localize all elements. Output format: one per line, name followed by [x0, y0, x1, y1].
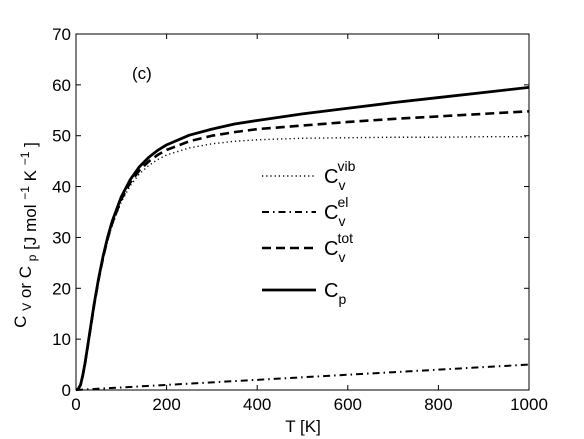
y-tick-label: 40: [52, 178, 71, 197]
legend-label-base: C: [324, 166, 338, 188]
y-axis-label-c2: C: [16, 266, 35, 278]
legend-label-sub: v: [338, 177, 345, 193]
y-tick-label: 50: [52, 127, 71, 146]
y-axis-label-c1: C: [11, 316, 30, 328]
legend-label-base: C: [324, 202, 338, 224]
y-axis-label-p-sub: p: [25, 254, 39, 261]
x-tick-label: 600: [334, 395, 362, 414]
legend-label-vib: Cv vib: [324, 158, 356, 193]
y-axis-label-k: K: [21, 169, 40, 181]
x-tick-label: 800: [424, 395, 452, 414]
x-tick-label: 400: [243, 395, 271, 414]
axes-layer: 0 200 400 600 800 1000 0 10 20 30 40 50 60 70: [52, 25, 548, 414]
y-axis-label-close: ]: [21, 142, 40, 147]
legend-label-sub: v: [338, 213, 345, 229]
x-tick-label: 0: [71, 395, 80, 414]
x-tick-label: 200: [152, 395, 180, 414]
y-axis-label: C V or C p [J mol −1 K −1 ]: [11, 142, 40, 328]
legend-label-cp: Cp: [324, 280, 346, 307]
plot-frame: [75, 33, 530, 391]
y-axis-label-units: [J mol: [21, 204, 40, 249]
y-axis-label-or: or: [16, 283, 35, 298]
legend-label-sup: vib: [337, 158, 355, 174]
y-axis-label-v-sub: V: [20, 303, 34, 311]
legend-label-sub: p: [338, 291, 346, 307]
y-axis-label-exp1: −1: [18, 186, 32, 200]
x-tick-label: 1000: [510, 395, 548, 414]
legend-label-base: C: [324, 280, 338, 302]
labels-layer: (c) T [K] C V or C p [J mol −1 K −1 ]: [11, 64, 321, 436]
y-tick-label: 70: [52, 25, 71, 44]
legend-label-sup: el: [337, 194, 348, 210]
panel-label: (c): [132, 64, 152, 83]
series-line-el: [75, 363, 530, 391]
legend-label-el: Cv el: [324, 194, 348, 229]
y-tick-label: 60: [52, 76, 71, 95]
series-line-tot: [75, 110, 530, 392]
series-layer: [75, 86, 530, 392]
y-axis-label-exp2: −1: [18, 151, 32, 165]
legend-label-base: C: [324, 238, 338, 260]
legend-label-sup: tot: [337, 230, 353, 246]
y-tick-label: 10: [52, 330, 71, 349]
legend-label-tot: Cv tot: [324, 230, 353, 265]
x-axis-label: T [K]: [285, 417, 321, 436]
y-tick-label: 30: [52, 228, 71, 247]
series-line-cp: [75, 86, 530, 392]
y-tick-label: 20: [52, 279, 71, 298]
y-tick-label: 0: [62, 381, 71, 400]
legend-label-sub: v: [338, 249, 345, 265]
series-line-vib: [75, 136, 529, 391]
